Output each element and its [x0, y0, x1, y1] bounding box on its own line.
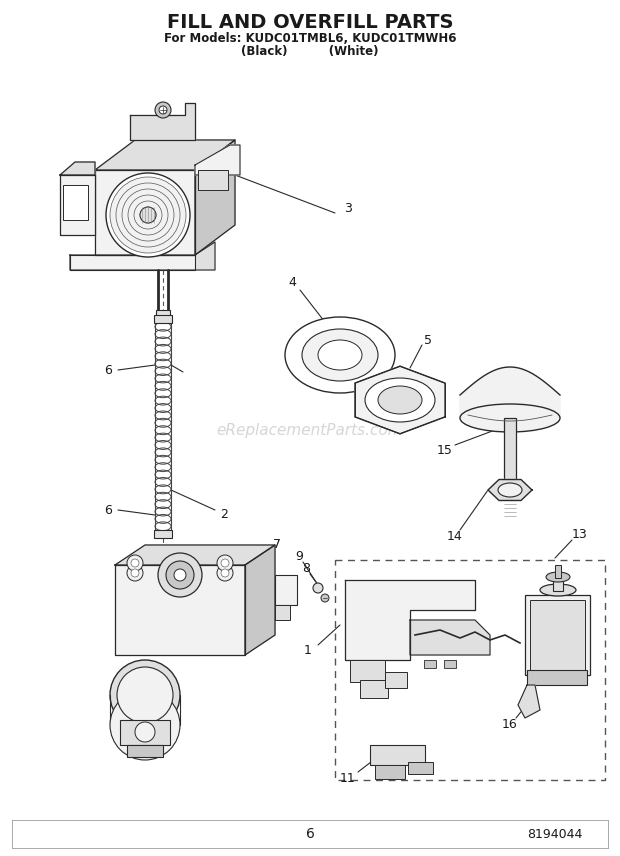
Ellipse shape [106, 173, 190, 257]
Polygon shape [355, 366, 445, 434]
Ellipse shape [110, 177, 186, 253]
Text: 4: 4 [288, 276, 296, 289]
Ellipse shape [540, 584, 576, 596]
Text: 1: 1 [304, 644, 312, 657]
Bar [120, 720, 170, 745]
Bar [424, 660, 436, 668]
Text: 6: 6 [104, 364, 112, 377]
Bar [370, 745, 425, 765]
Polygon shape [60, 175, 95, 235]
Polygon shape [245, 545, 275, 655]
Polygon shape [130, 103, 195, 140]
Circle shape [135, 722, 155, 742]
Bar [335, 560, 605, 780]
Polygon shape [115, 545, 275, 565]
Bar [63, 185, 88, 220]
Text: 6: 6 [306, 827, 314, 841]
Ellipse shape [498, 483, 522, 497]
Polygon shape [95, 140, 235, 170]
Bar [360, 680, 388, 698]
Polygon shape [60, 162, 95, 175]
Text: 3: 3 [344, 201, 352, 215]
Bar [350, 660, 385, 682]
Bar [444, 660, 456, 668]
Polygon shape [460, 367, 560, 418]
Ellipse shape [140, 207, 156, 223]
Ellipse shape [365, 378, 435, 422]
Circle shape [217, 555, 233, 571]
Polygon shape [70, 242, 215, 270]
Polygon shape [95, 170, 195, 255]
Circle shape [221, 569, 229, 577]
Ellipse shape [460, 404, 560, 432]
Bar [154, 315, 172, 323]
Circle shape [158, 553, 202, 597]
Text: FILL AND OVERFILL PARTS: FILL AND OVERFILL PARTS [167, 13, 453, 32]
Circle shape [131, 569, 139, 577]
Circle shape [127, 555, 143, 571]
Bar [198, 170, 228, 190]
Text: 15: 15 [437, 443, 453, 456]
Ellipse shape [110, 690, 180, 760]
Text: 7: 7 [273, 538, 281, 550]
Circle shape [166, 561, 194, 589]
Bar [275, 575, 297, 605]
Bar [504, 418, 516, 483]
Text: For Models: KUDC01TMBL6, KUDC01TMWH6: For Models: KUDC01TMBL6, KUDC01TMWH6 [164, 32, 456, 45]
Bar [408, 762, 433, 774]
Ellipse shape [318, 340, 362, 370]
Bar [157, 318, 167, 323]
Bar [127, 745, 163, 757]
Polygon shape [488, 479, 532, 501]
Polygon shape [345, 580, 475, 660]
Circle shape [221, 559, 229, 567]
Circle shape [131, 559, 139, 567]
Polygon shape [410, 620, 490, 655]
Circle shape [174, 569, 186, 581]
Text: (Black)          (White): (Black) (White) [241, 45, 379, 57]
Text: 11: 11 [340, 771, 356, 784]
Circle shape [321, 594, 329, 602]
Text: 9: 9 [295, 550, 303, 562]
Ellipse shape [378, 386, 422, 414]
Bar [553, 577, 563, 591]
Polygon shape [70, 255, 195, 270]
Circle shape [313, 583, 323, 593]
Bar [375, 765, 405, 779]
Bar [527, 670, 587, 685]
Bar [156, 310, 170, 318]
Bar [154, 530, 172, 538]
Circle shape [155, 102, 171, 118]
Ellipse shape [546, 572, 570, 582]
Ellipse shape [285, 317, 395, 393]
Text: 2: 2 [220, 508, 228, 520]
Circle shape [159, 106, 167, 114]
Text: 8: 8 [302, 562, 310, 575]
Ellipse shape [117, 667, 173, 723]
Bar [385, 672, 407, 688]
Circle shape [127, 565, 143, 581]
Polygon shape [195, 145, 240, 175]
Text: eReplacementParts.com: eReplacementParts.com [216, 423, 404, 437]
Bar [275, 605, 290, 620]
Text: 8194044: 8194044 [528, 828, 583, 841]
Bar [530, 600, 585, 670]
Text: 5: 5 [424, 334, 432, 347]
Bar [555, 565, 561, 578]
Text: 14: 14 [447, 531, 463, 544]
Text: 13: 13 [572, 527, 588, 540]
Ellipse shape [110, 660, 180, 730]
Bar [525, 595, 590, 675]
Polygon shape [518, 685, 540, 718]
Circle shape [217, 565, 233, 581]
Text: 16: 16 [502, 717, 518, 730]
Polygon shape [195, 140, 235, 255]
Polygon shape [115, 565, 245, 655]
Ellipse shape [302, 329, 378, 381]
Text: 6: 6 [104, 503, 112, 516]
